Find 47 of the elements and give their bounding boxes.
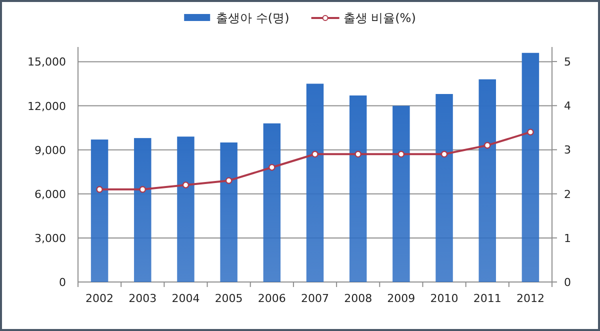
x-tick-label: 2003 — [128, 292, 157, 305]
bar — [306, 84, 324, 282]
point — [312, 150, 318, 158]
point — [484, 142, 491, 149]
bar — [478, 79, 496, 282]
point — [527, 128, 534, 136]
legend-label: 출생 비율(%) — [343, 11, 416, 25]
y-tick-label: 3,000 — [34, 232, 66, 245]
x-tick-label: 2010 — [430, 292, 458, 305]
bar — [134, 138, 152, 282]
x-tick-label: 2006 — [258, 292, 286, 305]
x-tick-label: 2008 — [344, 292, 372, 305]
bar — [90, 140, 108, 282]
bar — [177, 136, 194, 282]
bar — [263, 123, 281, 282]
y2-tick-label: 0 — [564, 276, 571, 289]
y2-tick-label: 1 — [564, 232, 571, 245]
y-tick-label: 15,000 — [28, 56, 66, 69]
x-tick-label: 2004 — [172, 292, 200, 305]
x-tick-label: 2012 — [516, 292, 544, 305]
y-tick-label: 6,000 — [34, 188, 66, 201]
y2-tick-label: 4 — [564, 100, 571, 113]
x-tick-label: 2011 — [473, 292, 502, 305]
bar — [220, 142, 238, 282]
bar — [436, 94, 453, 282]
y-tick-label: 0 — [59, 276, 66, 289]
x-tick-label: 2005 — [214, 292, 243, 305]
y2-tick-label: 5 — [564, 56, 571, 69]
bar — [349, 95, 367, 282]
point — [268, 164, 276, 171]
point — [354, 150, 362, 158]
y-tick-label: 9,000 — [34, 144, 66, 157]
point — [96, 186, 103, 193]
point — [398, 150, 405, 158]
x-tick-label: 2007 — [301, 292, 329, 305]
y-tick-label: 12,000 — [28, 100, 66, 113]
point — [139, 186, 146, 193]
bar — [392, 106, 410, 282]
point — [225, 177, 232, 184]
y2-tick-label: 2 — [564, 188, 571, 201]
legend-label: 출생아 수(명) — [216, 11, 290, 25]
bar — [522, 52, 540, 282]
x-tick-label: 2009 — [387, 292, 416, 305]
point — [440, 150, 448, 158]
y2-tick-label: 3 — [564, 144, 571, 157]
x-tick-label: 2002 — [86, 292, 114, 305]
point — [182, 182, 190, 188]
